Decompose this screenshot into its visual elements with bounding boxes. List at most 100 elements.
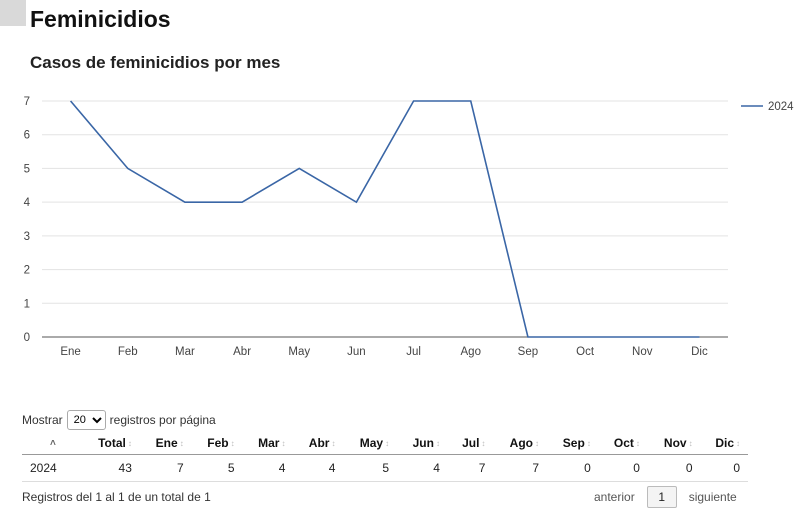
y-tick-label: 7: [24, 96, 30, 108]
data-table: ˄ Total ↕ Ene ↕ Feb ↕ Mar ↕ Abr ↕ May ↕ Jun ↕ Jul ↕ Ago ↕ S…: [22, 432, 748, 482]
y-tick-label: 2: [24, 265, 30, 277]
x-tick-label: Dic: [691, 346, 708, 358]
series-line[interactable]: [69, 100, 700, 338]
x-tick-label: Jul: [406, 346, 421, 358]
sort-both-icon: ↕: [179, 439, 184, 449]
table-cell: 7: [447, 454, 494, 482]
sort-both-icon: ↕: [736, 439, 740, 449]
table-cell: 5: [343, 454, 398, 482]
column-header[interactable]: Total ↕: [80, 432, 140, 455]
sort-both-icon: ↕: [331, 439, 336, 449]
legend-label[interactable]: 2024: [768, 101, 794, 113]
sort-both-icon: ↕: [586, 439, 591, 449]
x-tick-label: Abr: [233, 346, 251, 358]
sort-asc-icon: ˄: [50, 438, 56, 450]
sort-both-icon: ↕: [230, 439, 235, 449]
column-header-label: Mar: [258, 436, 280, 450]
x-tick-label: Ago: [461, 346, 481, 358]
page-title: Feminicidios: [30, 6, 171, 32]
pagination: anterior 1 siguiente: [594, 486, 737, 508]
x-tick-label: Mar: [175, 346, 195, 358]
table-cell: 4: [397, 454, 448, 482]
data-point[interactable]: [468, 98, 474, 104]
y-tick-label: 5: [24, 163, 30, 175]
x-tick-label: Jun: [347, 346, 366, 358]
y-tick-label: 3: [24, 231, 30, 243]
data-point[interactable]: [411, 98, 417, 104]
sort-both-icon: ↕: [535, 439, 539, 449]
column-header-label: Oct: [613, 436, 634, 450]
column-header-year[interactable]: ˄: [22, 432, 81, 455]
data-point[interactable]: [68, 98, 74, 104]
column-header[interactable]: Jun ↕: [397, 432, 448, 455]
column-header[interactable]: Oct ↕: [598, 432, 648, 455]
data-point[interactable]: [639, 334, 645, 340]
table-length-control: Mostrar 20 registros por página: [22, 410, 216, 430]
table-cell: 7: [139, 454, 192, 482]
column-header[interactable]: Dic ↕: [700, 432, 748, 455]
sort-both-icon: ↕: [481, 439, 486, 449]
column-header-label: May: [359, 436, 384, 450]
table-header-row: ˄ Total ↕ Ene ↕ Feb ↕ Mar ↕ Abr ↕ May ↕ Jun ↕ Jul ↕ Ago ↕ S…: [22, 432, 748, 455]
table-cell-year: 2024: [22, 454, 81, 482]
column-header-label: Dic: [715, 436, 734, 450]
table-cell: 43: [80, 454, 140, 482]
data-point[interactable]: [353, 199, 359, 205]
column-header[interactable]: Jul ↕: [447, 432, 494, 455]
sort-both-icon: ↕: [385, 439, 390, 449]
x-tick-label: Ene: [60, 346, 80, 358]
table-cell: 7: [493, 454, 547, 482]
data-point[interactable]: [525, 334, 531, 340]
column-header[interactable]: Feb ↕: [191, 432, 243, 455]
column-header-label: Feb: [207, 436, 229, 450]
x-tick-label: Oct: [576, 346, 595, 358]
y-tick-label: 6: [24, 130, 30, 142]
column-header[interactable]: Ene ↕: [139, 432, 192, 455]
column-header-label: Jul: [462, 436, 480, 450]
column-header-label: Abr: [308, 436, 330, 450]
table-cell: 4: [242, 454, 294, 482]
column-header-label: Jun: [412, 436, 434, 450]
y-tick-label: 1: [24, 298, 30, 310]
x-tick-label: Feb: [118, 346, 138, 358]
data-point[interactable]: [296, 165, 302, 171]
sort-both-icon: ↕: [127, 439, 132, 449]
table-cell: 4: [293, 454, 344, 482]
column-header[interactable]: Sep ↕: [547, 432, 599, 455]
column-header-label: Sep: [562, 436, 585, 450]
table-info: Registros del 1 al 1 de un total de 1: [22, 490, 211, 504]
column-header[interactable]: Mar ↕: [242, 432, 294, 455]
previous-page-button[interactable]: anterior: [594, 490, 635, 504]
column-header-label: Ene: [155, 436, 178, 450]
length-label-after: registros por página: [109, 413, 216, 427]
sort-both-icon: ↕: [688, 439, 693, 449]
column-header-label: Ago: [509, 436, 533, 450]
table-cell: 0: [700, 454, 748, 482]
column-header[interactable]: Ago ↕: [493, 432, 547, 455]
column-header[interactable]: Nov ↕: [647, 432, 701, 455]
y-tick-label: 0: [24, 332, 30, 344]
data-point[interactable]: [239, 199, 245, 205]
data-point[interactable]: [582, 334, 588, 340]
x-tick-label: Sep: [518, 346, 538, 358]
column-header[interactable]: Abr ↕: [293, 432, 344, 455]
current-page-button[interactable]: 1: [646, 486, 677, 508]
column-header[interactable]: May ↕: [343, 432, 398, 455]
y-tick-label: 4: [24, 197, 31, 209]
data-point[interactable]: [696, 334, 702, 340]
chart-title: Casos de feminicidios por mes: [30, 53, 280, 72]
table-row: 2024 43 7 5 4 4 5 4 7 7 0 0 0 0: [22, 454, 748, 482]
data-point[interactable]: [182, 199, 188, 205]
table-cell: 0: [598, 454, 648, 482]
line-chart: Casos de feminicidios por mes 0 1 2 3 4 5 6 7 En…: [24, 53, 795, 358]
next-page-button[interactable]: siguiente: [688, 490, 737, 504]
length-label-before: Mostrar: [22, 413, 63, 427]
sort-both-icon: ↕: [281, 439, 286, 449]
x-tick-label: Nov: [632, 346, 653, 358]
page-length-select[interactable]: 20: [66, 410, 106, 430]
table-cell: 0: [547, 454, 599, 482]
column-header-label: Total: [98, 436, 126, 450]
data-point[interactable]: [125, 165, 131, 171]
corner-decoration: [0, 0, 26, 26]
column-header-label: Nov: [663, 436, 687, 450]
